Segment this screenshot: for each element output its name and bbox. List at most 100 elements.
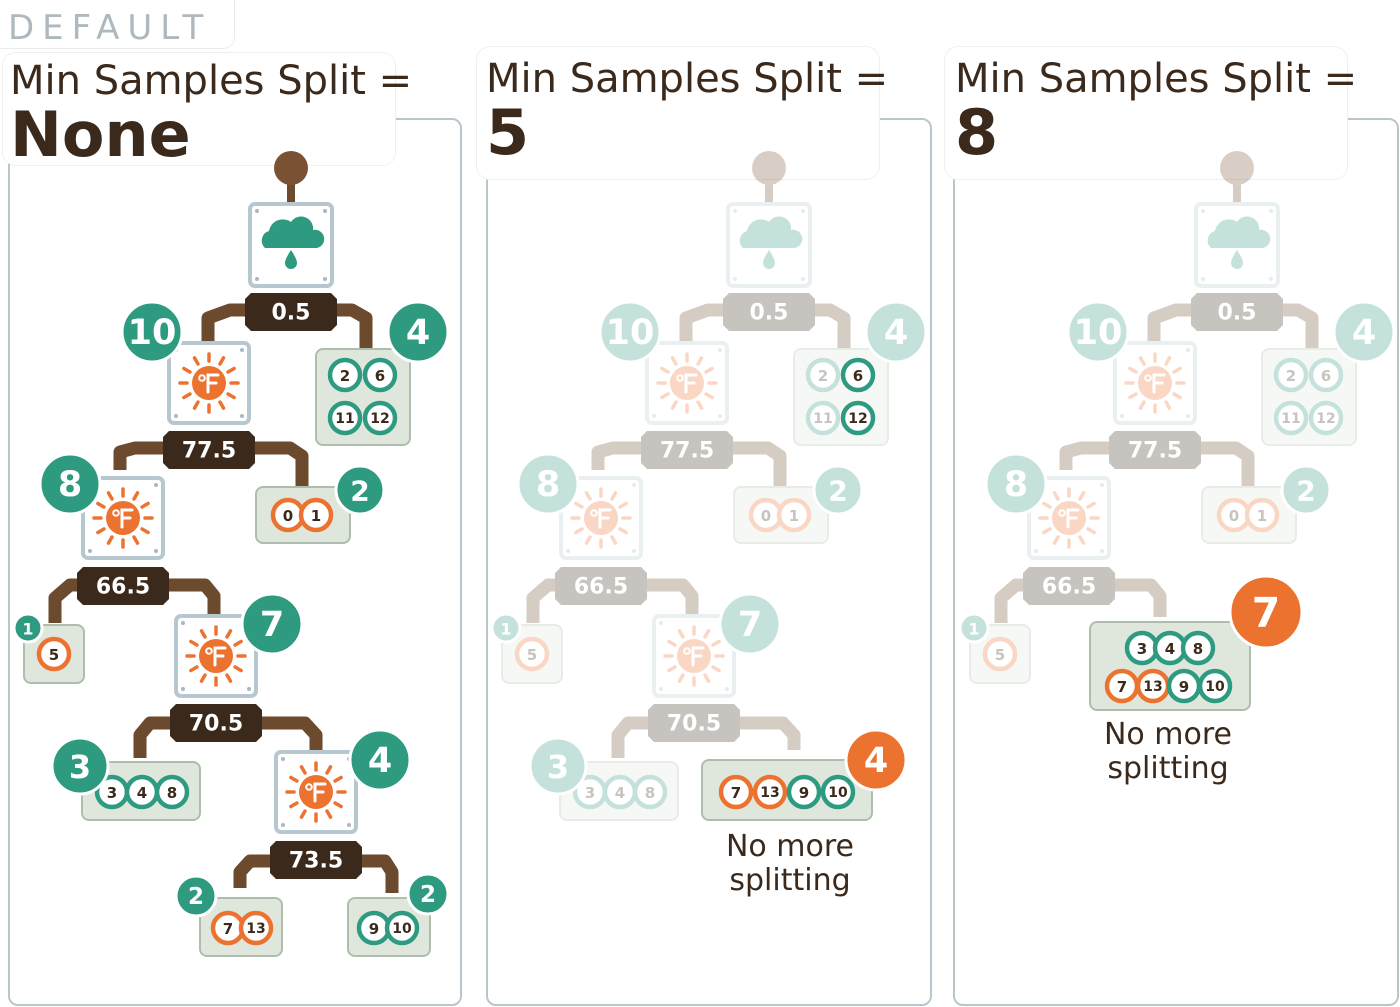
sample-label: 12: [370, 411, 389, 427]
sample-label: 8: [167, 784, 177, 802]
sun-ray: [333, 775, 343, 783]
sample-label: 13: [246, 921, 265, 937]
node-rivet: [1100, 549, 1104, 553]
sample-chip: [1273, 400, 1309, 436]
count-badge: [844, 728, 908, 792]
sun-ray: [140, 501, 150, 509]
count-label: 8: [1004, 465, 1028, 505]
sun-ray: [1078, 535, 1086, 545]
caption-line: splitting: [729, 863, 851, 898]
sun-ray: [192, 400, 200, 410]
count-badge: [348, 728, 412, 792]
degree-mark: [205, 647, 213, 655]
sample-chip: [327, 357, 363, 393]
sun-ray: [670, 356, 678, 366]
sample-label: 13: [760, 785, 779, 801]
count-label: 8: [58, 465, 82, 505]
sun-ray: [584, 535, 592, 545]
node-rivet: [659, 687, 663, 691]
node-rivet: [323, 209, 327, 213]
sample-chip: [602, 774, 638, 810]
root-node: [752, 151, 786, 185]
node-rivet: [801, 277, 805, 281]
sample-label: 13: [1143, 679, 1162, 695]
sample-chip: [1308, 400, 1344, 436]
panel-value: 8: [955, 96, 999, 169]
sun-disc: [670, 366, 704, 400]
node-rivet: [652, 348, 656, 352]
sample-chip: [238, 910, 274, 946]
sun-ray: [1042, 527, 1052, 535]
sun-ray: [289, 801, 299, 809]
count-label: 7: [738, 605, 762, 645]
fahrenheit-mark: [313, 782, 327, 803]
node-rivet: [281, 757, 285, 761]
sun-ray: [711, 639, 721, 647]
node-rivet: [733, 209, 737, 213]
threshold-label: 66.5: [96, 575, 150, 600]
sample-label: 1: [311, 507, 321, 525]
sample-chip: [748, 497, 784, 533]
sample-label: 1: [1257, 507, 1267, 525]
node-rivet: [1201, 209, 1205, 213]
rain-cloud-icon: [1207, 216, 1271, 269]
sample-label: 4: [615, 784, 625, 802]
sun-ray: [660, 366, 670, 374]
sample-chip: [1197, 668, 1233, 704]
node-rivet: [154, 549, 158, 553]
count-label: 4: [1352, 313, 1376, 353]
caption-line: splitting: [1107, 751, 1229, 786]
sun-ray: [233, 639, 243, 647]
count-label: 8: [536, 465, 560, 505]
count-label: 4: [368, 741, 392, 781]
fahrenheit-mark: [120, 508, 134, 529]
threshold-label: 77.5: [660, 439, 714, 464]
sun-ray: [325, 765, 333, 775]
sample-label: 8: [1193, 640, 1203, 658]
sun-ray: [199, 673, 207, 683]
count-label: 2: [188, 884, 204, 910]
node-rivet: [181, 621, 185, 625]
count-badge: [38, 452, 102, 516]
sample-label: 9: [1179, 678, 1189, 696]
node-rivet: [733, 277, 737, 281]
sample-label: 1: [789, 507, 799, 525]
fahrenheit-mark: [598, 508, 612, 529]
sample-chip: [820, 774, 856, 810]
sun-ray: [696, 356, 704, 366]
branch-connector: [1147, 303, 1319, 348]
rain-drop: [763, 250, 775, 269]
threshold-label: 77.5: [182, 439, 236, 464]
no-more-splitting-caption: No more splitting: [1068, 718, 1268, 786]
cloud-shape: [739, 216, 803, 248]
temperature-sun-icon: [1038, 487, 1100, 549]
sample-chip: [1273, 357, 1309, 393]
sample-label: 6: [1321, 367, 1331, 385]
leaf-node: [315, 348, 411, 446]
sun-ray: [711, 665, 721, 673]
node-rivet: [801, 209, 805, 213]
sun-ray: [703, 629, 711, 639]
sun-ray: [584, 491, 592, 501]
temperature-sun-icon: [663, 625, 725, 687]
sample-label: 10: [392, 921, 412, 937]
caption-line: No more: [725, 829, 855, 864]
sun-ray: [704, 366, 714, 374]
sample-chip: [327, 400, 363, 436]
sample-chip: [718, 774, 754, 810]
count-badge: [174, 874, 218, 918]
sample-chip: [1308, 357, 1344, 393]
count-label: 4: [406, 313, 430, 353]
count-label: 2: [350, 475, 369, 508]
sun-ray: [667, 665, 677, 673]
node-rivet: [1034, 549, 1038, 553]
degree-mark: [590, 509, 598, 517]
decision-node: [1194, 202, 1280, 288]
count-badge: [516, 452, 580, 516]
sample-chip: [1216, 497, 1252, 533]
node-rivet: [255, 277, 259, 281]
branch-connector: [1059, 441, 1255, 487]
node-rivet: [181, 687, 185, 691]
sample-label: 9: [369, 920, 379, 938]
